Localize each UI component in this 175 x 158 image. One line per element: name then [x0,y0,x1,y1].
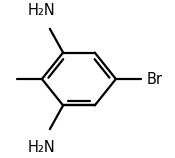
Text: Br: Br [146,72,162,86]
Text: H₂N: H₂N [28,140,56,155]
Text: H₂N: H₂N [28,3,56,18]
